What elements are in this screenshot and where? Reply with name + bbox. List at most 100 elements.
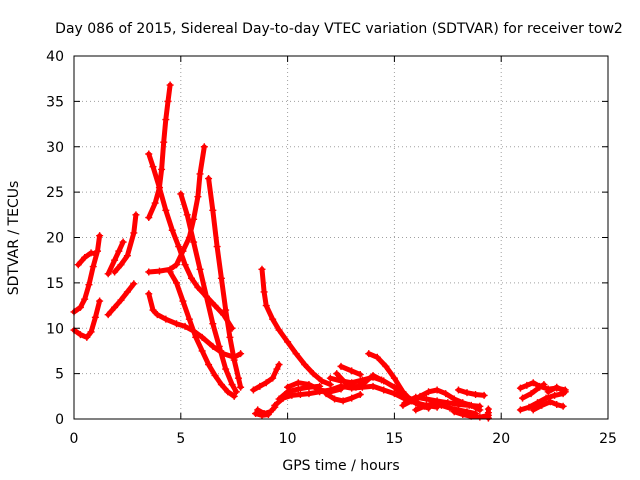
data-point <box>454 400 462 408</box>
data-point <box>378 376 386 384</box>
data-point <box>519 394 527 402</box>
data-point <box>348 367 356 375</box>
data-point <box>123 252 131 260</box>
data-point <box>476 413 484 421</box>
data-point <box>166 268 174 276</box>
data-point <box>433 386 441 394</box>
series-arc-23 <box>333 370 386 391</box>
data-point <box>459 410 467 418</box>
data-point <box>151 199 159 207</box>
data-point <box>217 381 225 389</box>
series-trace <box>71 233 103 315</box>
data-point <box>181 322 189 330</box>
data-point <box>525 403 533 411</box>
data-point <box>155 267 163 275</box>
data-point <box>373 353 381 361</box>
data-point <box>158 165 166 173</box>
data-point <box>360 379 368 387</box>
data-point <box>117 261 125 269</box>
y-tick-label: 25 <box>46 185 64 201</box>
data-point <box>196 170 204 178</box>
data-point <box>341 379 349 387</box>
data-point <box>305 390 313 398</box>
data-point <box>382 362 390 370</box>
data-point <box>326 374 334 382</box>
data-point <box>258 411 266 419</box>
data-point <box>130 229 138 237</box>
data-point <box>96 297 104 305</box>
y-tick-labels: 0 5 10 15 20 25 30 35 40 <box>46 49 64 428</box>
y-axis-label: SDTVAR / TECUs <box>6 181 22 296</box>
data-point <box>275 361 283 369</box>
y-tick-label: 30 <box>46 140 64 156</box>
data-point <box>446 404 454 412</box>
data-point <box>85 281 93 289</box>
series-trace <box>178 191 239 395</box>
data-point <box>155 184 163 192</box>
data-point <box>305 381 313 389</box>
data-point <box>401 399 409 407</box>
data-point <box>365 350 373 358</box>
data-point <box>546 398 554 406</box>
y-tick-label: 35 <box>46 94 64 110</box>
data-point <box>472 390 480 398</box>
data-point <box>130 280 138 288</box>
data-point <box>209 320 217 328</box>
data-point <box>294 385 302 393</box>
data-point <box>544 388 552 396</box>
data-point <box>145 150 153 158</box>
data-point <box>96 232 104 240</box>
data-point <box>237 383 245 391</box>
data-point <box>529 406 537 414</box>
data-point <box>262 379 270 387</box>
series-trace <box>366 351 432 411</box>
data-point <box>523 381 531 389</box>
series-arc-06 <box>111 211 140 276</box>
series-trace <box>259 266 333 387</box>
data-point <box>559 402 567 410</box>
data-point <box>252 410 260 418</box>
series-arc-29 <box>401 393 484 410</box>
y-tick-label: 5 <box>55 367 64 383</box>
data-point <box>190 238 198 246</box>
data-point <box>463 389 471 397</box>
data-point <box>83 333 91 341</box>
data-point <box>269 315 277 323</box>
data-point <box>269 374 277 382</box>
data-point <box>200 143 208 151</box>
data-point <box>234 374 242 382</box>
data-point <box>465 401 473 409</box>
series-arc-07 <box>145 81 174 222</box>
data-point <box>352 383 360 391</box>
data-point <box>179 297 187 305</box>
y-tick-label: 20 <box>46 231 64 247</box>
data-point <box>111 303 119 311</box>
data-point <box>480 391 488 399</box>
series-trace <box>334 371 385 390</box>
data-point <box>111 268 119 276</box>
data-point <box>316 386 324 394</box>
data-point <box>209 342 217 350</box>
data-point <box>192 333 200 341</box>
series-arc-16 <box>252 410 272 419</box>
data-point <box>256 382 264 390</box>
y-tick-label: 0 <box>55 412 64 428</box>
data-point <box>476 402 484 410</box>
data-point <box>538 401 546 409</box>
y-tick-label: 15 <box>46 276 64 292</box>
series-trace <box>71 298 103 340</box>
data-point <box>232 388 240 396</box>
data-point <box>173 261 181 269</box>
data-point <box>553 400 561 408</box>
x-tick-labels: 0 5 10 15 20 25 <box>70 431 617 447</box>
data-point <box>162 116 170 124</box>
data-point <box>149 306 157 314</box>
data-point <box>326 386 334 394</box>
data-point <box>166 81 174 89</box>
data-point <box>301 361 309 369</box>
data-point <box>222 365 230 373</box>
data-point <box>164 97 172 105</box>
data-point <box>348 394 356 402</box>
data-point <box>296 390 304 398</box>
